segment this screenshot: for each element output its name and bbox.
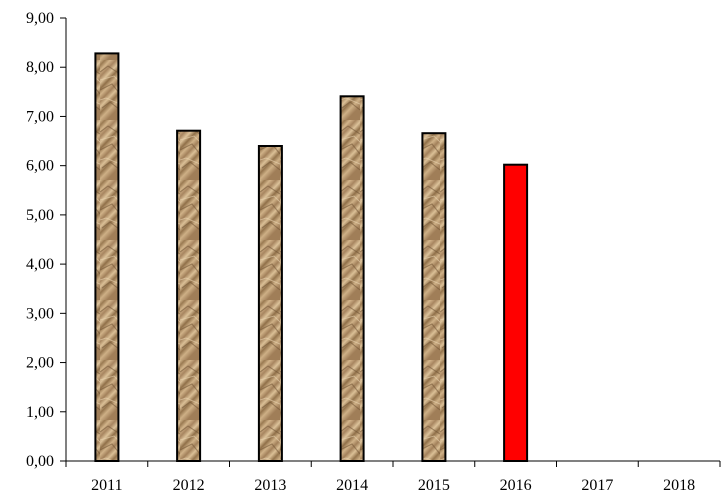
x-tick-label: 2013: [254, 477, 286, 494]
x-tick-label: 2018: [663, 477, 695, 494]
y-tick-label: 0,00: [26, 453, 54, 470]
bar-2012: [176, 129, 202, 462]
x-tick-label: 2015: [418, 477, 450, 494]
x-axis: 2011 2012 2013 2014 2015 2016 2017 2018: [65, 460, 721, 494]
y-tick-label: 7,00: [26, 108, 54, 125]
y-tick-label: 4,00: [26, 256, 54, 273]
x-tick-label: 2017: [581, 477, 613, 494]
bar-2011: [94, 52, 120, 463]
x-tick-label: 2011: [91, 477, 122, 494]
y-tick-label: 9,00: [26, 10, 54, 27]
y-tick-label: 6,00: [26, 158, 54, 175]
x-tick-label: 2012: [173, 477, 205, 494]
x-tick-label: 2014: [336, 477, 368, 494]
y-tick-label: 5,00: [26, 207, 54, 224]
x-tick-label: 2016: [500, 477, 532, 494]
y-tick-label: 8,00: [26, 59, 54, 76]
bars: [94, 52, 529, 463]
bar-2014: [339, 95, 365, 463]
y-tick-label: 1,00: [26, 404, 54, 421]
bar-2015: [421, 132, 447, 462]
y-tick-label: 3,00: [26, 305, 54, 322]
y-axis: 0,00 1,00 2,00 3,00 4,00 5,00 6,00 7,00 8,00 9,00: [26, 10, 67, 470]
y-tick-label: 2,00: [26, 355, 54, 372]
bar-2013: [257, 145, 283, 462]
bar-2016: [503, 163, 529, 462]
